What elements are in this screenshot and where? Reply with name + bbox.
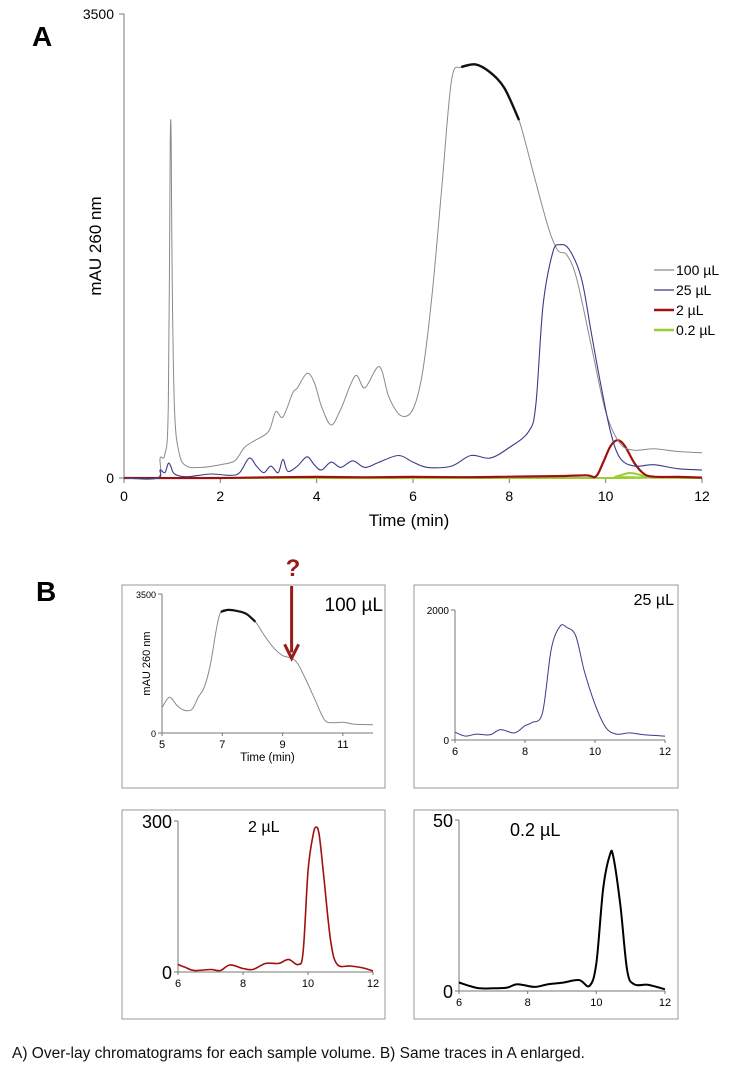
sub-y-tick-label: 0: [443, 736, 449, 747]
sub-x-tick-label: 6: [175, 978, 181, 990]
sub-x-label: Time (min): [240, 752, 295, 764]
panel-b-2-frame: [121, 809, 386, 1020]
sub-x-tick-label: 6: [456, 997, 462, 1009]
arrow-head: [283, 643, 300, 662]
sub-y-label: mAU 260 nm: [141, 631, 153, 695]
sub-y-tick-label: 0: [162, 963, 172, 983]
sub-x-tick-label: 10: [589, 746, 601, 758]
sub-x-tick-label: 11: [337, 739, 348, 751]
legend-label: 0.2 µL: [676, 322, 715, 338]
panel-b-100-frame: [121, 584, 386, 789]
chart-a-y-tick-label: 3500: [83, 6, 114, 22]
chart-a-series-100uL: [123, 63, 703, 480]
chart-a-x-tick-label: 12: [694, 488, 710, 504]
sub-panel-label: 25 µL: [634, 592, 674, 609]
sub-panel-label: 100 µL: [325, 595, 384, 616]
chart-b-25: 6 8 10 12 0 2000 25 µL: [427, 592, 674, 758]
arrow-annotation: [283, 586, 300, 662]
sub-x-tick-label: 12: [659, 746, 671, 758]
chart-b-2: 6 8 10 12 0 300 2 µL: [142, 812, 379, 990]
panel-a-letter: A: [32, 21, 52, 52]
chart-a-x-tick-label: 4: [313, 488, 321, 504]
legend-label: 2 µL: [676, 302, 704, 318]
chart-a-x-tick-label: 2: [216, 488, 224, 504]
sub-series-line: [454, 624, 666, 737]
sub-x-tick-label: 10: [302, 978, 314, 990]
sub-x-tick-label: 5: [159, 739, 165, 751]
sub-y-tick-label: 0: [151, 729, 156, 739]
sub-series-line: [161, 609, 374, 726]
chart-a-legend: 100 µL 25 µL 2 µL 0.2 µL: [654, 262, 719, 338]
chart-a-x-tick-label: 6: [409, 488, 417, 504]
sub-panel-label: 0.2 µL: [510, 820, 560, 840]
chart-a-y-tick-label: 0: [106, 470, 114, 486]
chart-a-x-tick-label: 10: [598, 488, 614, 504]
chart-b-100: 5 7 9 11 0 3500 100 µL Time (min) mAU 260 nm: [136, 590, 383, 764]
panel-b-letter: B: [36, 576, 56, 607]
chart-a: 0 2 4 6 8 10 12 0 3500 Time (min) mAU 260 nm 10…: [83, 6, 719, 530]
chart-a-x-tick-label: 0: [120, 488, 128, 504]
sub-series-line: [177, 826, 374, 972]
sub-series-plateau: [220, 608, 257, 623]
sub-x-tick-label: 12: [659, 997, 671, 1009]
sub-x-tick-label: 7: [219, 739, 225, 751]
chart-a-series-100uL-plateau: [460, 63, 521, 121]
sub-x-tick-label: 8: [240, 978, 246, 990]
legend-label: 100 µL: [676, 262, 719, 278]
sub-series-line: [458, 849, 666, 991]
sub-x-tick-label: 9: [280, 739, 286, 751]
sub-x-tick-label: 8: [525, 997, 531, 1009]
sub-panel-label: 2 µL: [248, 819, 280, 836]
chart-a-x-label: Time (min): [369, 511, 450, 530]
figure-caption: A) Over-lay chromatograms for each sampl…: [12, 1045, 585, 1062]
question-mark-annotation: ?: [286, 555, 301, 582]
panel-b-25-frame: [413, 584, 679, 789]
sub-x-tick-label: 6: [452, 746, 458, 758]
chart-a-x-tick-label: 8: [505, 488, 513, 504]
sub-y-tick-label: 0: [443, 982, 453, 1002]
sub-x-tick-label: 10: [590, 997, 602, 1009]
sub-y-tick-label: 2000: [427, 606, 450, 617]
sub-y-tick-label: 3500: [136, 590, 156, 600]
legend-label: 25 µL: [676, 282, 712, 298]
chart-b-0_2: 6 8 10 12 0 50 0.2 µL: [433, 811, 671, 1009]
sub-y-tick-label: 50: [433, 811, 453, 831]
sub-x-tick-label: 8: [522, 746, 528, 758]
panel-b-0_2-frame: [413, 809, 679, 1020]
sub-y-tick-label: 300: [142, 812, 172, 832]
chart-a-series-25uL: [123, 243, 703, 480]
sub-x-tick-label: 12: [367, 978, 379, 990]
chart-a-series-2uL: [123, 439, 703, 480]
chart-a-y-label: mAU 260 nm: [86, 196, 105, 295]
